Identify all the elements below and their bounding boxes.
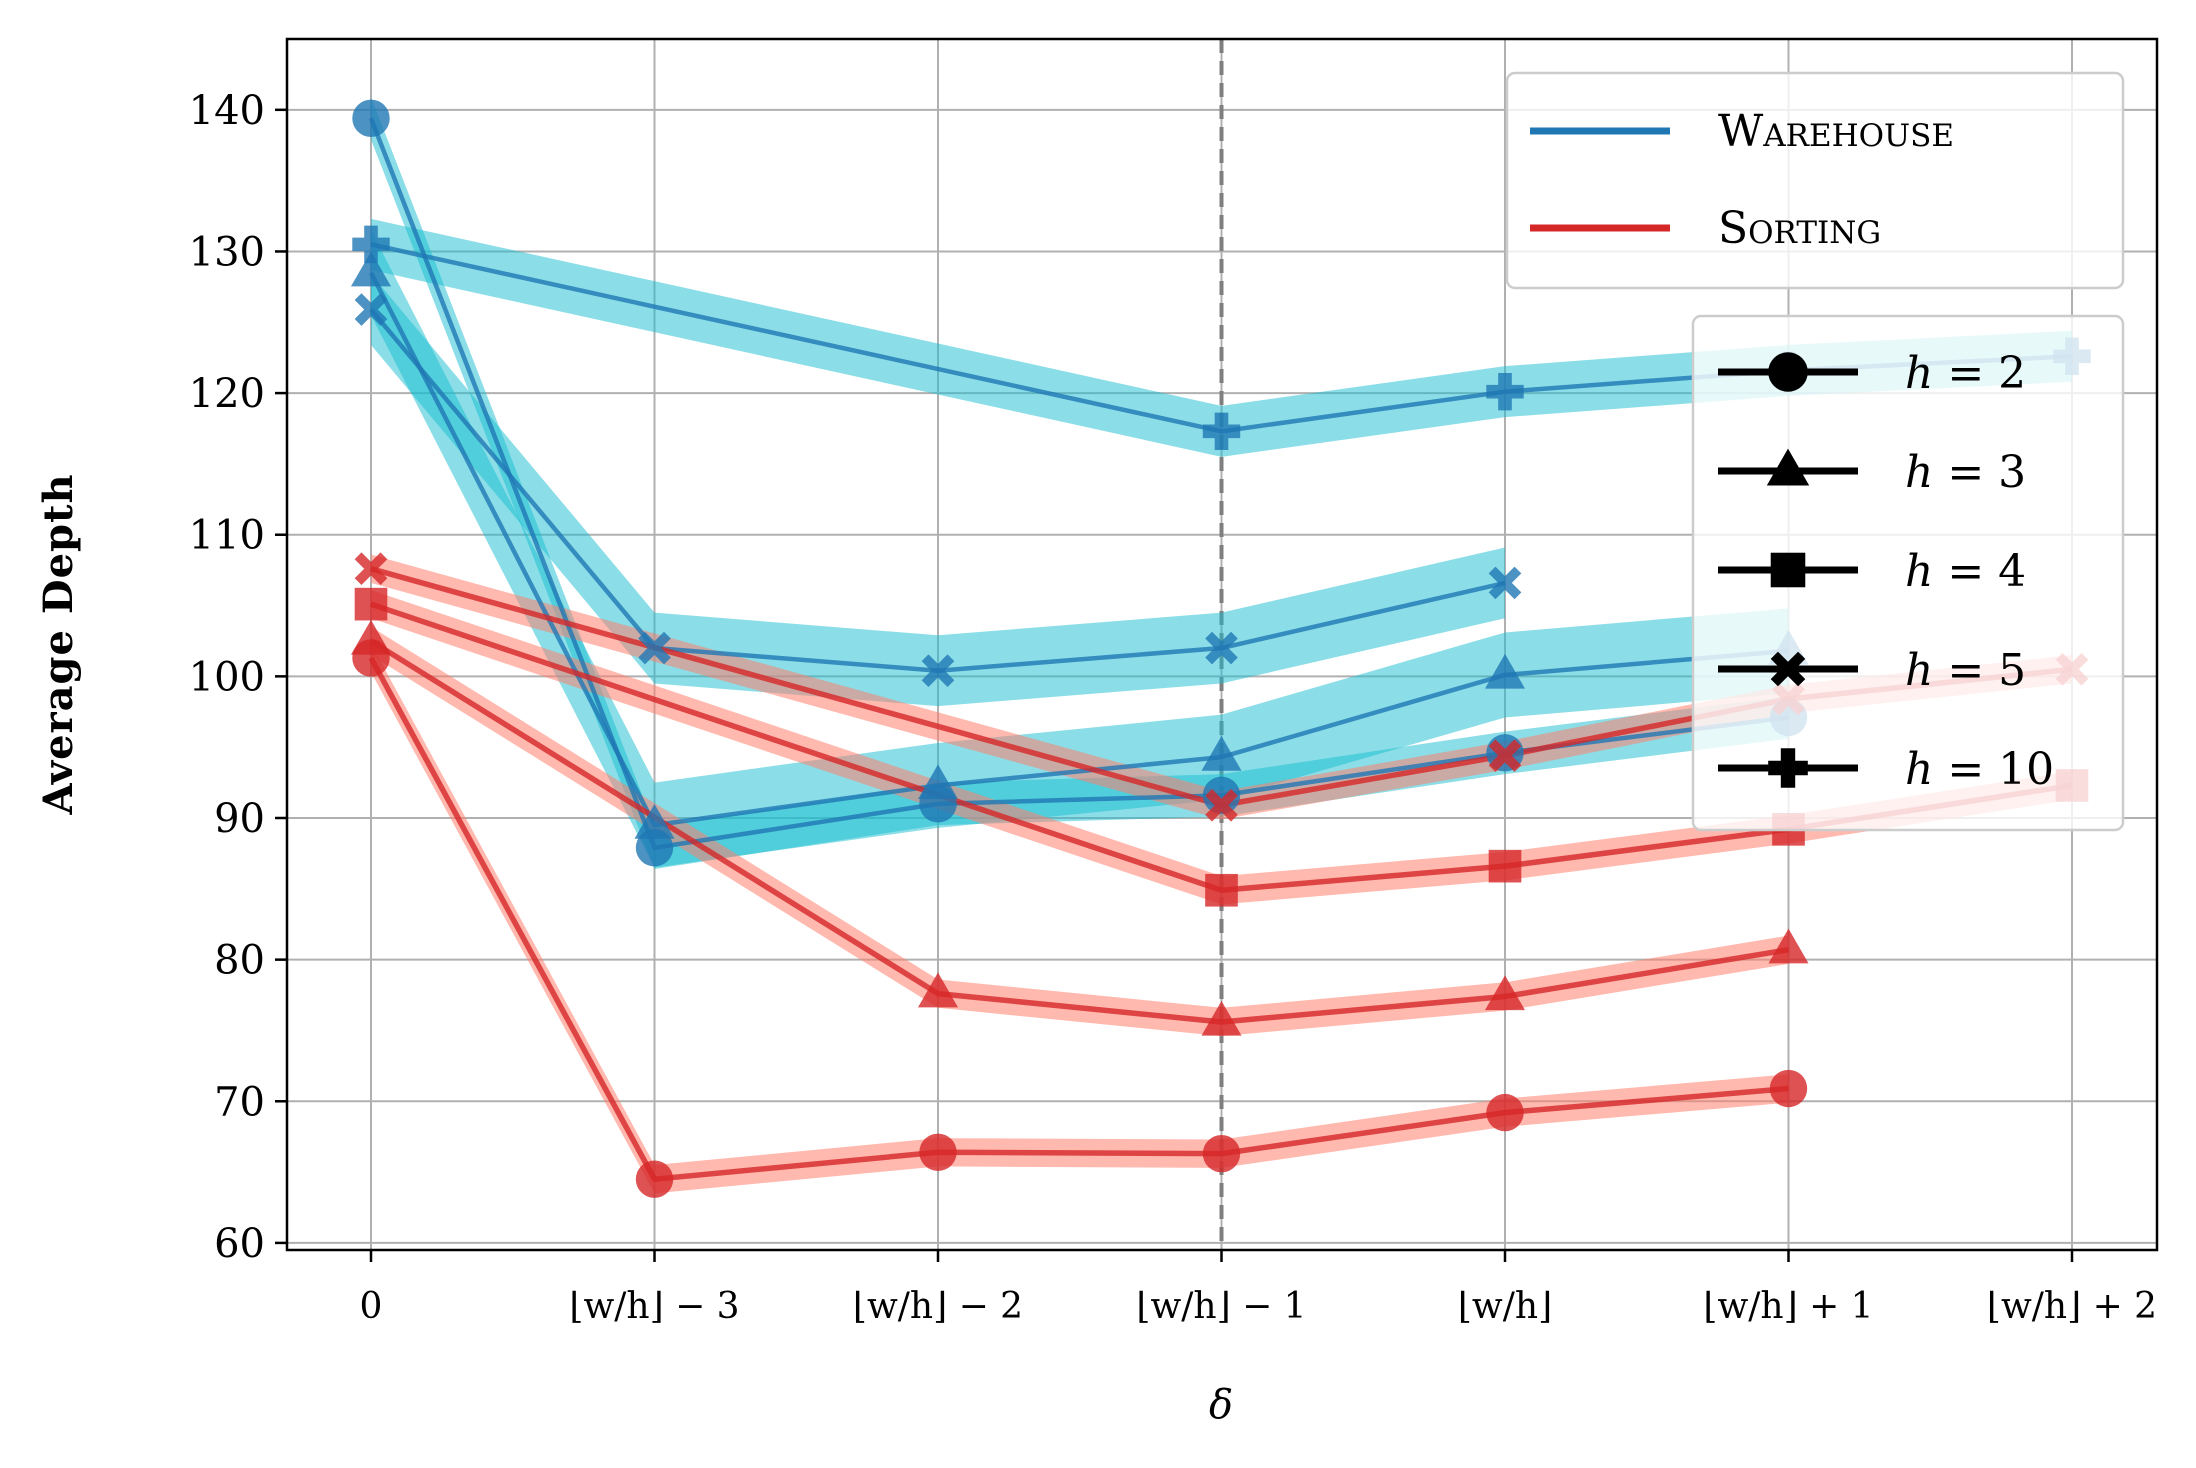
point-warehouse-h5 (1205, 631, 1238, 665)
point-warehouse-h10 (1202, 412, 1241, 451)
legend-h-label: h = 5 (1905, 645, 2026, 696)
x-tick-label: ⌊w/h⌋ − 3 (569, 1286, 739, 1327)
point-sorting-h4 (1205, 873, 1238, 907)
y-tick-label: 130 (189, 229, 265, 275)
y-tick-label: 80 (214, 938, 265, 984)
y-tick-label: 140 (189, 88, 265, 134)
x-tick-label: ⌊w/h⌋ (1458, 1286, 1552, 1327)
point-warehouse-h3 (350, 251, 392, 287)
point-sorting-h2 (1202, 1134, 1241, 1173)
point-sorting-h4 (1488, 849, 1522, 883)
point-warehouse-h5 (354, 293, 388, 326)
point-sorting-h3 (1201, 1000, 1242, 1036)
point-warehouse-h10 (1486, 372, 1524, 411)
legend-h-label: h = 2 (1905, 348, 2026, 399)
legend-h-label: h = 4 (1905, 546, 2026, 597)
point-sorting-h5 (1205, 788, 1238, 822)
point-sorting-h3 (917, 972, 959, 1008)
point-warehouse-h3 (1201, 736, 1242, 771)
point-sorting-h5 (354, 552, 388, 586)
point-sorting-h2 (919, 1133, 957, 1171)
legend-h-marker (1768, 748, 1808, 788)
point-warehouse-h3 (1484, 653, 1526, 689)
legend-h-marker (1770, 552, 1806, 588)
point-sorting-h2 (635, 1160, 674, 1198)
point-sorting-h2 (1769, 1069, 1808, 1108)
point-warehouse-h2 (1202, 776, 1241, 815)
x-tick-label: 0 (360, 1286, 383, 1327)
legend-h-label: h = 10 (1905, 744, 2054, 795)
legend-sorting-label: Sorting (1718, 203, 1881, 254)
legend-warehouse-label: Warehouse (1718, 106, 1954, 157)
point-warehouse-h2 (352, 99, 390, 138)
y-tick-label: 110 (189, 513, 265, 559)
legend-marker-box (1691, 314, 2125, 832)
point-warehouse-h3 (634, 804, 675, 839)
y-axis-ticks: 60 70 80 90 100 110 120 130 140 (189, 88, 287, 1267)
legend-h-marker (1770, 651, 1806, 687)
point-warehouse-h3 (917, 764, 959, 800)
point-sorting-h3 (1484, 975, 1526, 1011)
legend-color-box (1505, 71, 2125, 290)
band-warehouse-h3 (371, 230, 1789, 868)
x-tick-label: ⌊w/h⌋ − 1 (1136, 1286, 1306, 1327)
x-tick-label: ⌊w/h⌋ − 2 (853, 1286, 1023, 1327)
y-tick-label: 60 (214, 1221, 265, 1267)
legend-color: Warehouse Sorting (1505, 71, 2125, 290)
point-warehouse-h10 (352, 225, 390, 264)
confidence-bands (371, 97, 2072, 1194)
series-markers (350, 99, 2091, 1198)
legend-marker: h = 2 h = 3 h = 4 h = 5 h = 10 (1691, 314, 2125, 832)
point-sorting-h3 (1768, 928, 1809, 964)
y-tick-label: 100 (189, 654, 265, 700)
point-sorting-h4 (354, 587, 388, 621)
line-sorting-h2 (368, 656, 1789, 1182)
point-sorting-h3 (350, 619, 392, 655)
y-axis-label: Average Depth (35, 473, 82, 815)
legend-h-marker (1768, 352, 1808, 392)
x-axis-label: δ (1209, 1382, 1233, 1428)
point-sorting-h2 (1486, 1093, 1524, 1132)
x-axis-ticks: 0 ⌊w/h⌋ − 3 ⌊w/h⌋ − 2 ⌊w/h⌋ − 1 ⌊w/h⌋ ⌊w/h⌋ +… (360, 1250, 2157, 1327)
y-tick-label: 90 (214, 796, 265, 842)
x-tick-label: ⌊w/h⌋ + 2 (1987, 1286, 2157, 1327)
point-warehouse-h5 (1488, 566, 1522, 600)
y-tick-label: 70 (214, 1079, 265, 1125)
y-tick-label: 120 (189, 371, 265, 417)
point-warehouse-h5 (921, 654, 955, 688)
point-sorting-h5 (1488, 739, 1522, 773)
x-tick-label: ⌊w/h⌋ + 1 (1703, 1286, 1873, 1327)
legend-h-marker (1766, 448, 1810, 486)
legend-h-label: h = 3 (1905, 447, 2026, 498)
band-warehouse-h10 (371, 218, 2072, 457)
line-warehouse-h3 (368, 271, 1789, 828)
point-warehouse-h5 (638, 631, 671, 665)
